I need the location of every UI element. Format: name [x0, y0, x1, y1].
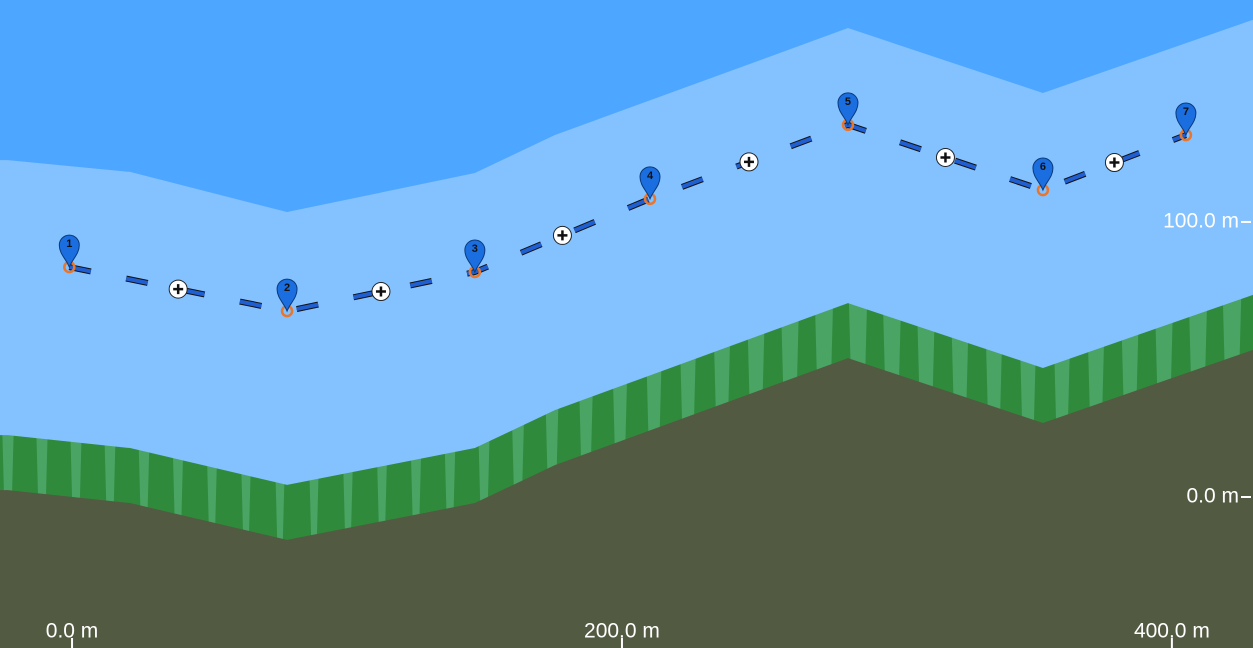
ground-area: [0, 349, 1253, 648]
y-tick-label: 0.0 m: [1186, 485, 1239, 508]
pin-body: [837, 92, 859, 127]
add-button-icon: [375, 286, 386, 297]
pin-label: 1: [66, 238, 72, 250]
pin-label: 7: [1183, 106, 1189, 118]
waypoint-pin[interactable]: 7: [1175, 102, 1197, 142]
waypoint-pin[interactable]: 4: [639, 166, 661, 206]
add-waypoint-button[interactable]: [371, 282, 391, 302]
add-waypoint-button[interactable]: [739, 152, 759, 172]
waypoint-pin[interactable]: 2: [276, 278, 298, 318]
waypoint-pin[interactable]: 5: [837, 92, 859, 132]
x-tick-label: 0.0 m: [46, 620, 99, 643]
x-tick-label: 200.0 m: [584, 620, 660, 643]
pin-label: 3: [472, 243, 478, 255]
add-waypoint-button[interactable]: [935, 147, 955, 167]
x-tick-label: 400.0 m: [1134, 620, 1210, 643]
pin-body: [58, 234, 80, 269]
y-tick-label: 100.0 m: [1163, 210, 1239, 233]
pin-label: 4: [647, 170, 654, 182]
pin-label: 6: [1040, 161, 1046, 173]
add-button-icon: [173, 284, 184, 295]
add-button-icon: [1109, 157, 1120, 168]
pin-body: [464, 239, 486, 274]
pin-body: [276, 278, 298, 313]
add-waypoint-button[interactable]: [168, 279, 188, 299]
pin-label: 5: [845, 96, 851, 108]
waypoint-pin[interactable]: 3: [464, 239, 486, 279]
add-button-icon: [743, 156, 754, 167]
pin-body: [639, 166, 661, 201]
add-button-icon: [557, 230, 568, 241]
pin-body: [1032, 157, 1054, 192]
waypoint-pin[interactable]: 6: [1032, 157, 1054, 197]
add-waypoint-button[interactable]: [1104, 153, 1124, 173]
pin-body: [1175, 102, 1197, 137]
waypoint-pin[interactable]: 1: [58, 234, 80, 274]
add-waypoint-button[interactable]: [552, 225, 572, 245]
add-button-icon: [940, 152, 951, 163]
pin-label: 2: [284, 282, 290, 294]
